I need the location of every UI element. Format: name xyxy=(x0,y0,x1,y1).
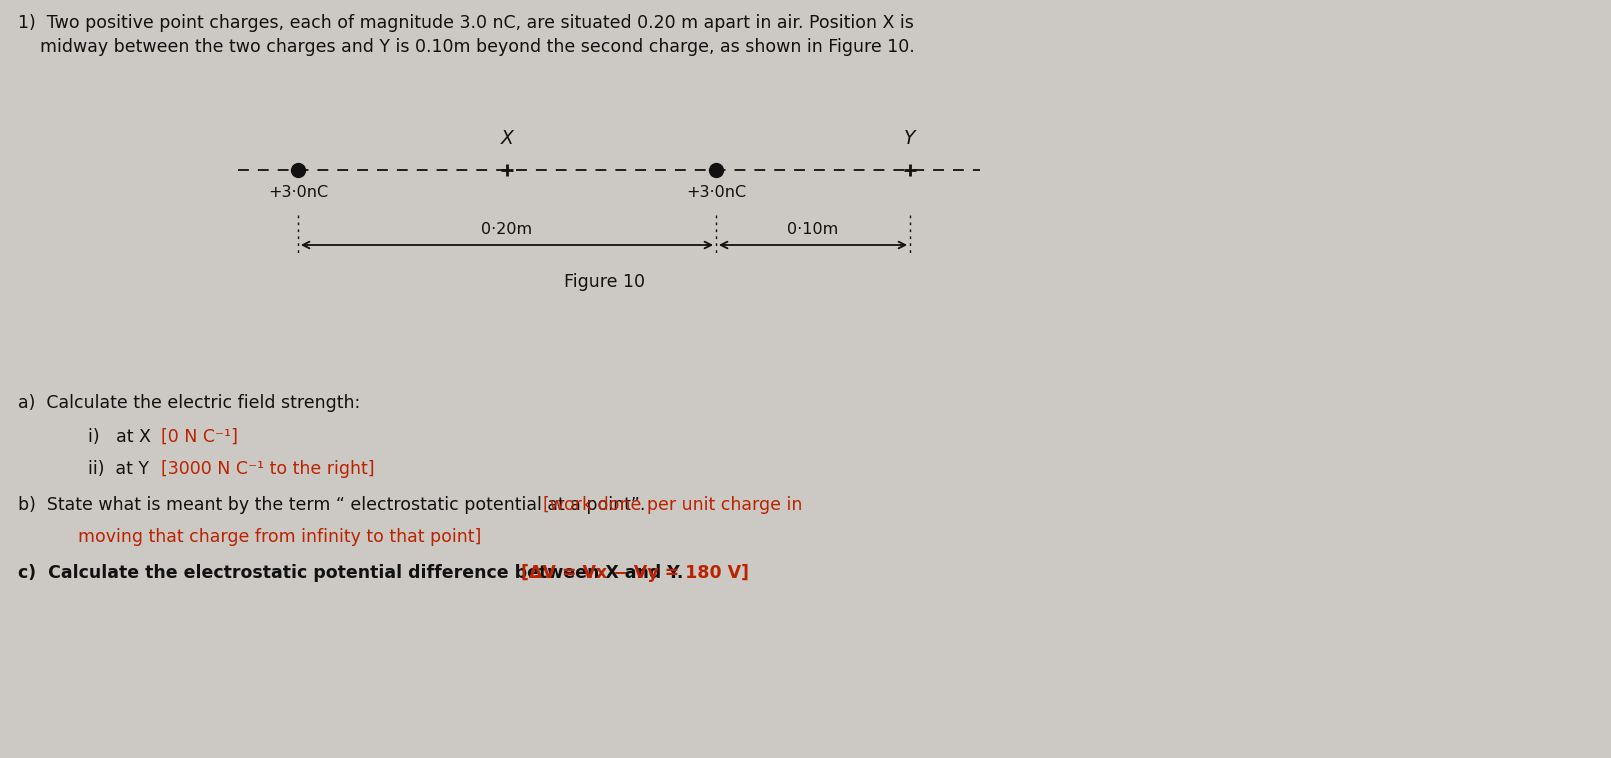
Text: b)  State what is meant by the term “ electrostatic potential at a point”.: b) State what is meant by the term “ ele… xyxy=(18,496,651,514)
Text: [0 N C⁻¹]: [0 N C⁻¹] xyxy=(161,428,238,446)
Text: [3000 N C⁻¹ to the right]: [3000 N C⁻¹ to the right] xyxy=(161,460,375,478)
Text: [ΔV = Vx − Vy = 180 V]: [ΔV = Vx − Vy = 180 V] xyxy=(520,564,749,582)
Text: +3·0nC: +3·0nC xyxy=(686,185,746,200)
Text: 0·10m: 0·10m xyxy=(788,222,839,237)
Text: moving that charge from infinity to that point]: moving that charge from infinity to that… xyxy=(56,528,482,546)
Text: Figure 10: Figure 10 xyxy=(564,273,644,291)
Text: a)  Calculate the electric field strength:: a) Calculate the electric field strength… xyxy=(18,394,361,412)
Text: 1)  Two positive point charges, each of magnitude 3.0 nC, are situated 0.20 m ap: 1) Two positive point charges, each of m… xyxy=(18,14,913,32)
Text: i)   at X: i) at X xyxy=(89,428,156,446)
Text: ii)  at Y: ii) at Y xyxy=(89,460,155,478)
Text: X: X xyxy=(501,129,514,148)
Text: midway between the two charges and Y is 0.10m beyond the second charge, as shown: midway between the two charges and Y is … xyxy=(18,38,915,56)
Text: c)  Calculate the electrostatic potential difference between X and Y.: c) Calculate the electrostatic potential… xyxy=(18,564,690,582)
Text: +3·0nC: +3·0nC xyxy=(267,185,329,200)
Text: 0·20m: 0·20m xyxy=(482,222,533,237)
Text: Y: Y xyxy=(904,129,915,148)
Text: [work done per unit charge in: [work done per unit charge in xyxy=(543,496,802,514)
